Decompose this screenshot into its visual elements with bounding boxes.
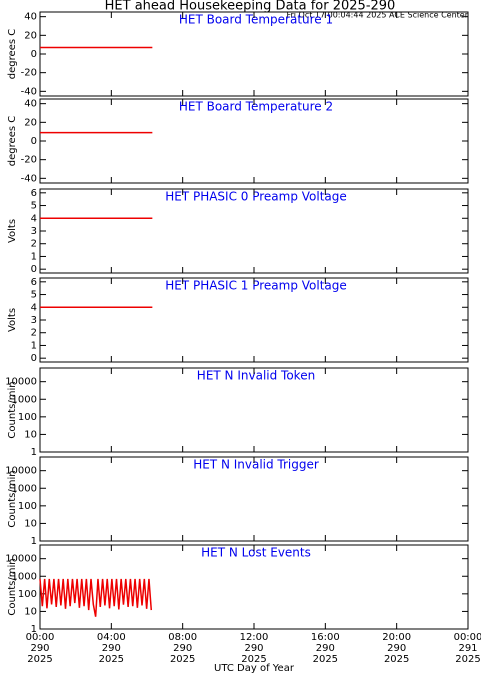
data-line [39,578,153,617]
y-tick-label: 0 [31,49,37,60]
x-tick-label: 290 [244,643,263,654]
x-tick-label: 290 [387,643,406,654]
y-tick-label: 10000 [5,554,37,565]
y-tick-label: 20 [24,117,37,128]
x-tick-label: 290 [102,643,121,654]
y-tick-label: 6 [31,188,37,199]
y-axis-label: Volts [7,219,18,243]
y-tick-label: 1000 [12,483,37,494]
x-tick-label: 04:00 [97,632,126,643]
x-tick-label: 08:00 [168,632,197,643]
y-tick-label: 2 [31,239,37,250]
y-tick-label: 3 [31,315,37,326]
y-axis-label: degrees C [7,116,18,166]
x-tick-label: 2025 [384,654,409,665]
x-tick-label: 00:00 [454,632,481,643]
y-axis-label: degrees C [7,29,18,79]
y-axis-label: Counts/min [7,558,18,615]
y-tick-label: 20 [24,30,37,41]
x-tick-label: 2025 [170,654,195,665]
y-tick-label: 40 [24,12,37,23]
x-tick-label: 2025 [313,654,338,665]
panel-title: HET N Invalid Token [197,369,315,383]
y-tick-label: 100 [18,589,37,600]
y-tick-label: 1 [31,340,37,351]
y-tick-label: 10 [24,606,37,617]
x-tick-label: 2025 [27,654,52,665]
y-axis-label: Counts/min [7,470,18,527]
y-tick-label: 2 [31,328,37,339]
y-tick-label: 100 [18,501,37,512]
y-tick-label: 0 [31,136,37,147]
y-tick-label: -40 [21,173,37,184]
x-axis-label: UTC Day of Year [214,663,295,674]
y-tick-label: 10000 [5,466,37,477]
y-tick-label: 100 [18,412,37,423]
y-tick-label: 3 [31,226,37,237]
x-tick-label: 2025 [455,654,480,665]
x-tick-label: 290 [316,643,335,654]
x-tick-label: 2025 [241,654,266,665]
panel-title: HET N Invalid Trigger [193,458,319,472]
panel-title: HET PHASIC 0 Preamp Voltage [165,190,347,204]
y-tick-label: 1000 [12,571,37,582]
y-axis-label: Counts/min [7,381,18,438]
y-tick-label: 1000 [12,394,37,405]
page-title: HET ahead Housekeeping Data for 2025-290 [105,0,396,14]
y-axis-label: Volts [7,308,18,332]
y-tick-label: -20 [21,68,37,79]
panel-title: HET N Lost Events [201,546,311,560]
panel-title: HET Board Temperature 1 [179,13,333,27]
x-tick-label: 290 [173,643,192,654]
y-tick-label: 10000 [5,377,37,388]
x-tick-label: 290 [30,643,49,654]
y-tick-label: 6 [31,277,37,288]
y-tick-label: 1 [31,536,37,547]
y-tick-label: 4 [31,213,37,224]
y-tick-label: 0 [31,353,37,364]
y-tick-label: 1 [31,624,37,635]
y-tick-label: 1 [31,447,37,458]
panel-title: HET PHASIC 1 Preamp Voltage [165,279,347,293]
y-tick-label: 0 [31,264,37,275]
x-tick-label: 20:00 [382,632,411,643]
x-tick-label: 12:00 [240,632,269,643]
y-tick-label: 5 [31,201,37,212]
y-tick-label: 10 [24,518,37,529]
x-tick-label: 00:00 [26,632,55,643]
y-tick-label: 40 [24,99,37,110]
panel-title: HET Board Temperature 2 [179,100,333,114]
x-tick-label: 16:00 [311,632,340,643]
y-tick-label: 10 [24,429,37,440]
y-tick-label: 1 [31,251,37,262]
x-tick-label: 2025 [99,654,124,665]
x-tick-label: 291 [458,643,477,654]
y-tick-label: 4 [31,302,37,313]
y-tick-label: -20 [21,155,37,166]
y-tick-label: -40 [21,86,37,97]
page-subtitle: Fri Oct 17 00:04:44 2025 ACE Science Cen… [286,11,468,20]
y-tick-label: 5 [31,290,37,301]
